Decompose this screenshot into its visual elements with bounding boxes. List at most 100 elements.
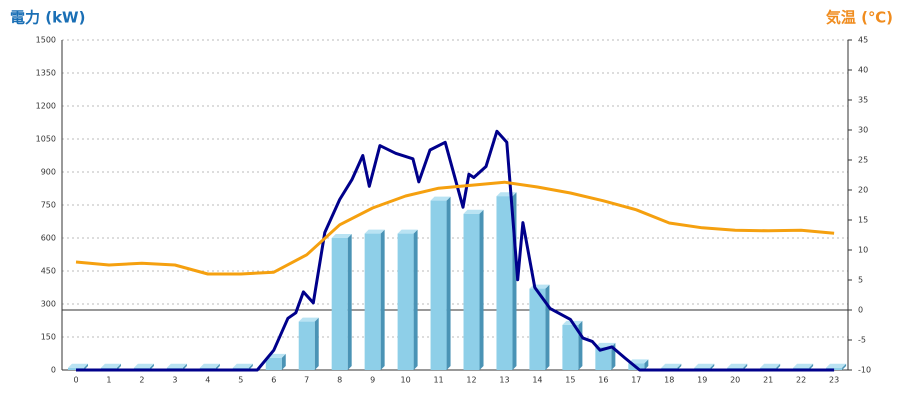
bar-top <box>760 363 781 368</box>
bar-top <box>199 363 220 368</box>
x-tick-label: 3 <box>172 376 177 385</box>
bar-side <box>842 363 847 370</box>
bar-side <box>710 363 715 370</box>
y-tick-label: 1200 <box>36 102 56 111</box>
y-tick-label: 450 <box>41 267 56 276</box>
line <box>76 129 835 372</box>
bar-side <box>281 353 286 370</box>
y-tick-label: 150 <box>41 333 56 342</box>
bar-side <box>578 320 583 370</box>
y2-tick-label: 15 <box>858 216 868 225</box>
bar <box>430 200 447 370</box>
x-tick-label: 10 <box>401 376 411 385</box>
x-tick-label: 16 <box>598 376 608 385</box>
bar-top <box>727 363 748 368</box>
bar-side <box>809 363 814 370</box>
bar-side <box>149 363 154 370</box>
y-tick-label: 1050 <box>36 135 56 144</box>
bar-side <box>248 363 253 370</box>
x-tick-label: 2 <box>139 376 144 385</box>
bar-side <box>776 363 781 370</box>
bar-top <box>232 363 253 368</box>
x-tick-label: 9 <box>370 376 375 385</box>
bar-top <box>100 363 121 368</box>
bar-side <box>84 363 88 370</box>
y2-axis-title: 気温 (℃) <box>826 9 893 27</box>
y2-tick-label: 25 <box>858 156 868 165</box>
bar-top <box>331 234 352 238</box>
bar <box>364 233 381 370</box>
bar-top <box>68 363 88 368</box>
bar-top <box>463 209 484 214</box>
y2-tick-label: -5 <box>858 336 866 345</box>
x-tick-label: 13 <box>499 376 509 385</box>
y2-tick-label: -10 <box>858 366 871 375</box>
bar-top <box>298 317 319 322</box>
y2-tick-label: 30 <box>858 126 868 135</box>
x-tick-label: 4 <box>205 376 210 385</box>
y2-tick-label: 35 <box>858 96 868 105</box>
y-tick-label: 1500 <box>36 36 56 45</box>
x-tick-label: 18 <box>664 376 674 385</box>
bar-side <box>644 359 649 370</box>
bar-top <box>166 363 187 368</box>
bar-top <box>133 363 154 368</box>
x-tick-label: 7 <box>304 376 309 385</box>
bar-side <box>743 363 748 370</box>
x-tick-label: 5 <box>238 376 243 385</box>
bar-side <box>479 209 484 370</box>
bar-side <box>446 196 451 370</box>
bar <box>496 196 513 370</box>
x-tick-label: 6 <box>271 376 276 385</box>
bar <box>529 288 546 370</box>
x-tick-label: 14 <box>532 376 542 385</box>
line <box>75 180 835 276</box>
y-tick-label: 0 <box>51 366 56 375</box>
x-tick-label: 11 <box>433 376 443 385</box>
x-tick-label: 15 <box>565 376 575 385</box>
bar-side <box>545 284 550 370</box>
y2-tick-label: 5 <box>858 276 863 285</box>
x-tick-label: 17 <box>631 376 641 385</box>
bar-top <box>826 363 847 368</box>
x-tick-label: 22 <box>796 376 806 385</box>
y2-tick-label: 10 <box>858 246 868 255</box>
x-tick-label: 0 <box>73 376 78 385</box>
bar <box>331 238 348 370</box>
bar <box>298 321 315 370</box>
x-tick-label: 8 <box>337 376 342 385</box>
bar-side <box>182 363 187 370</box>
x-tick-label: 21 <box>763 376 773 385</box>
bar-side <box>215 363 220 370</box>
y2-tick-label: 40 <box>858 66 868 75</box>
y-tick-label: 300 <box>41 300 56 309</box>
bar-side <box>413 229 418 370</box>
x-tick-label: 1 <box>106 376 111 385</box>
x-tick-label: 20 <box>730 376 740 385</box>
bar-side <box>677 363 682 370</box>
y-tick-label: 600 <box>41 234 56 243</box>
y2-tick-label: 45 <box>858 36 868 45</box>
bar-side <box>347 234 352 370</box>
y2-tick-label: 0 <box>858 306 863 315</box>
y-tick-label: 750 <box>41 201 56 210</box>
y-tick-label: 1350 <box>36 69 56 78</box>
bar <box>562 324 579 370</box>
bar-top <box>793 363 814 368</box>
y2-tick-label: 20 <box>858 186 868 195</box>
bar-top <box>364 229 385 234</box>
bar-side <box>314 317 319 370</box>
y-tick-label: 900 <box>41 168 56 177</box>
x-tick-label: 19 <box>697 376 707 385</box>
bar-top <box>430 196 451 201</box>
bar <box>595 346 612 370</box>
bar-side <box>380 229 385 370</box>
y-axis-title: 電力 (kW) <box>10 9 85 27</box>
bar-top <box>694 363 715 368</box>
bar-top <box>661 363 682 368</box>
bar-top <box>397 229 418 234</box>
x-tick-label: 12 <box>466 376 476 385</box>
bar <box>463 213 480 370</box>
x-tick-label: 23 <box>829 376 839 385</box>
